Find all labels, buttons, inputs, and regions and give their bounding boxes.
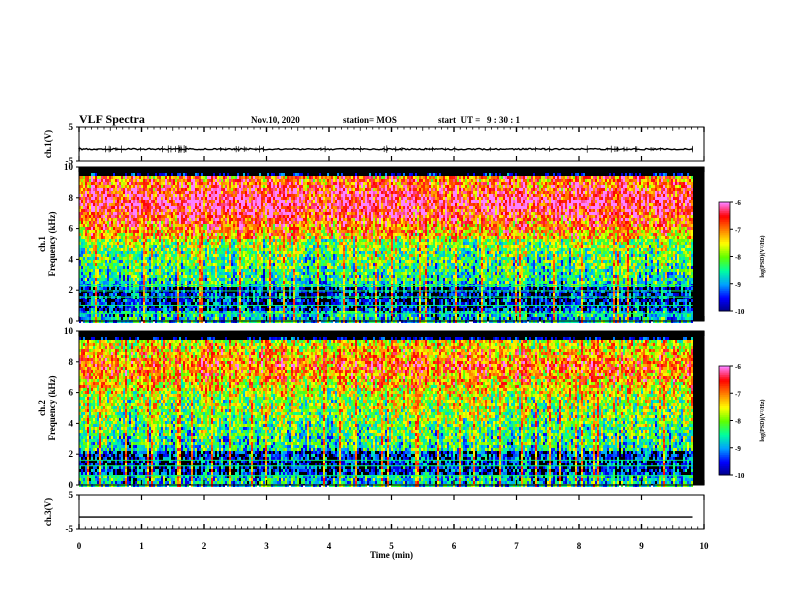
y-tick-label: 4 [69,418,74,428]
colorbar-tick-label: -6 [735,363,741,371]
y-axis-label-channel: ch.2 [37,400,47,416]
vlf-figure: 5-5ch.1(V)0246810ch.1 Frequency (kHz)-6-7… [0,0,792,612]
colorbar: -6 -7 -8 -9 -10 log(PSD)(V²/Hz) [719,199,766,316]
y-axis-label: ch.3(V) [43,498,53,526]
colorbar-tick-label: -9 [735,445,741,453]
y-tick-label: 2 [69,449,74,459]
x-tick-label: 7 [514,541,519,551]
x-tick-label: 4 [327,541,332,551]
y-tick-label: 0 [69,480,74,490]
y-tick-label: 5 [69,122,74,132]
colorbar-tick-label: -10 [735,472,745,480]
x-tick-label: 6 [452,541,457,551]
y-axis-label-channel: ch.1 [37,236,47,252]
y-tick-label: 2 [69,285,74,295]
x-tick-label: 0 [77,541,82,551]
y-tick-label: 6 [69,224,74,234]
x-tick-label: 8 [577,541,582,551]
colorbar-tick-label: -7 [735,226,741,234]
plot-frame [79,495,704,529]
y-tick-label: 10 [64,162,74,172]
x-tick-label: 2 [202,541,207,551]
x-tick-label: 10 [700,541,710,551]
y-tick-label: 8 [69,357,74,367]
x-axis-label: Time (min) [370,550,413,560]
colorbar-tick-label: -9 [735,281,741,289]
plot-frame [79,127,704,161]
colorbar-label: log(PSD)(V²/Hz) [759,399,766,441]
y-tick-label: 4 [69,254,74,264]
y-tick-label: 8 [69,193,74,203]
ch1-spectrogram: 0 2 4 6 8 10 ch.1 Frequency (kHz) [37,162,704,326]
y-tick-label: 10 [64,326,74,336]
colorbar-tick-label: -8 [735,254,741,262]
colorbar-tick-label: -10 [735,308,745,316]
x-tick-label: 9 [639,541,644,551]
y-axis-label-frequency: Frequency (kHz) [47,375,57,440]
ch2-spectrogram: 0 2 4 6 8 10 ch.2 Frequency (kHz) [37,326,704,490]
y-tick-label: -5 [66,524,74,534]
x-tick-label: 3 [264,541,269,551]
colorbar: -6 -7 -8 -9 -10 log(PSD)(V²/Hz) [719,363,766,480]
colorbar-tick-label: -7 [735,390,741,398]
colorbar-tick-label: -6 [735,199,741,207]
y-axis-label: ch.1(V) [43,130,53,158]
x-tick-label: 1 [139,541,144,551]
y-tick-label: 6 [69,388,74,398]
colorbar-tick-label: -8 [735,418,741,426]
y-axis-label-frequency: Frequency (kHz) [47,211,57,276]
colorbar-label: log(PSD)(V²/Hz) [759,235,766,277]
y-tick-label: 0 [69,316,74,326]
y-tick-label: 5 [69,490,74,500]
